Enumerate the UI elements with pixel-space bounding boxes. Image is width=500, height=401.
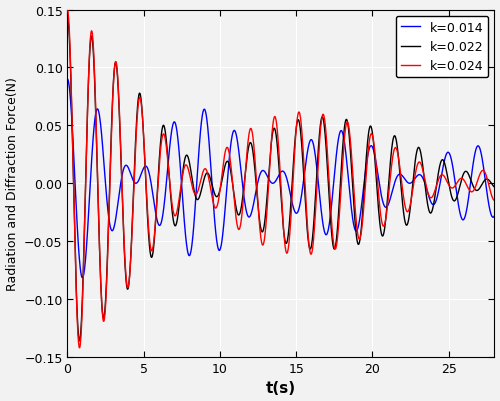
Line: k=0.024: k=0.024 xyxy=(68,10,494,348)
k=0.014 xyxy=(420,178,426,183)
Legend: k=0.014, k=0.022, k=0.024: k=0.014, k=0.022, k=0.024 xyxy=(396,17,488,78)
k=0.024 xyxy=(165,159,171,164)
k=0.022 xyxy=(92,97,98,101)
k=0.014 xyxy=(341,138,347,143)
X-axis label: t(s): t(s) xyxy=(266,381,296,395)
k=0.022 xyxy=(420,172,426,176)
Y-axis label: Radiation and Diffraction Force(N): Radiation and Diffraction Force(N) xyxy=(6,77,18,290)
k=0.022 xyxy=(341,129,347,134)
k=0.014 xyxy=(64,77,70,82)
k=0.014 xyxy=(92,115,98,120)
k=0.022 xyxy=(64,16,70,21)
k=0.024 xyxy=(341,140,347,145)
k=0.014 xyxy=(330,190,336,195)
k=0.024 xyxy=(420,172,426,177)
k=0.014 xyxy=(376,179,382,184)
k=0.014 xyxy=(80,275,86,280)
k=0.024 xyxy=(376,196,382,200)
k=0.014 xyxy=(492,214,498,219)
k=0.022 xyxy=(376,211,382,216)
k=0.024 xyxy=(330,235,336,239)
k=0.022 xyxy=(165,156,171,161)
Line: k=0.022: k=0.022 xyxy=(68,18,494,341)
Line: k=0.014: k=0.014 xyxy=(68,80,494,278)
k=0.024 xyxy=(64,8,70,13)
k=0.014 xyxy=(165,165,171,170)
k=0.022 xyxy=(330,242,336,247)
k=0.024 xyxy=(492,198,498,203)
k=0.024 xyxy=(76,346,82,350)
k=0.024 xyxy=(92,91,98,96)
k=0.022 xyxy=(492,185,498,190)
k=0.022 xyxy=(76,338,82,343)
